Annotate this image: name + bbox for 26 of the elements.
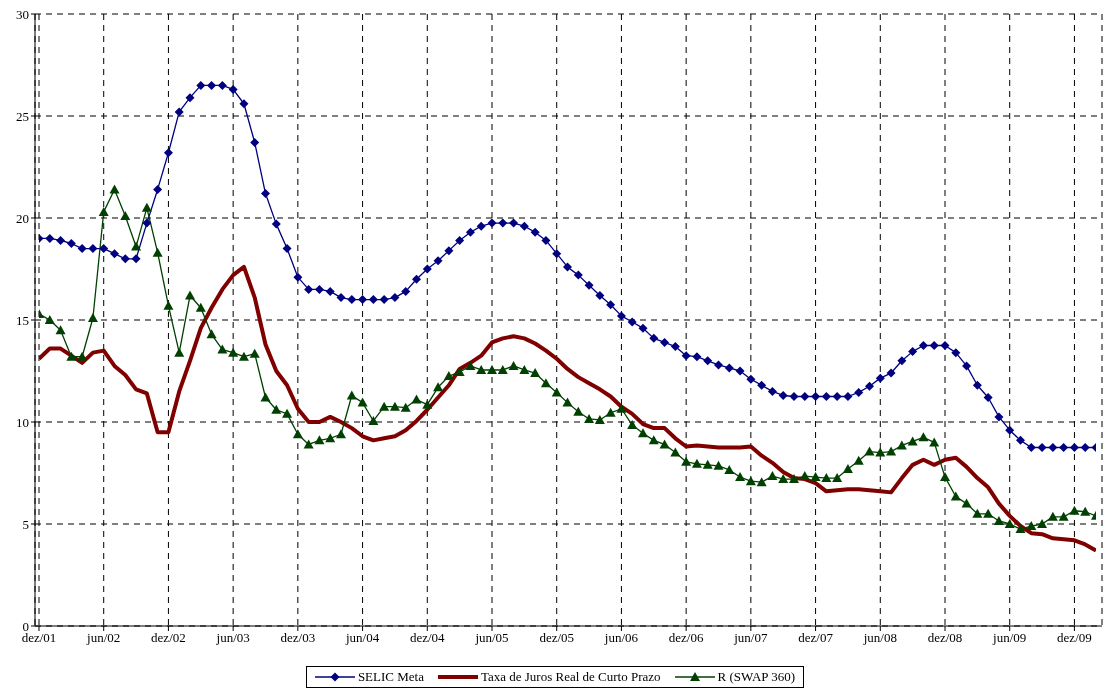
x-tick-label: dez/07 [798, 630, 834, 646]
y-tick-label: 20 [16, 210, 29, 226]
x-tick-label: jun/07 [733, 630, 768, 646]
line-series [39, 264, 1096, 553]
x-tick-label: jun/06 [603, 630, 639, 646]
legend-label: SELIC Meta [357, 669, 424, 685]
x-tick-label: jun/08 [862, 630, 897, 646]
x-tick-label: jun/04 [344, 630, 380, 646]
x-tick-label: jun/05 [474, 630, 509, 646]
y-tick-label: 5 [22, 516, 29, 532]
x-tick-label: dez/06 [668, 630, 704, 646]
legend-label: R (SWAP 360) [717, 669, 796, 685]
x-tick-label: dez/02 [151, 630, 186, 646]
y-tick-label: 15 [16, 312, 29, 328]
x-tick-label: jun/03 [215, 630, 250, 646]
x-tick-label: dez/08 [927, 630, 963, 646]
x-tick-label: jun/09 [992, 630, 1027, 646]
x-tick-label: dez/05 [539, 630, 575, 646]
x-tick-label: jun/02 [86, 630, 121, 646]
x-tick-label: dez/09 [1057, 630, 1092, 646]
legend-label: Taxa de Juros Real de Curto Prazo [480, 669, 661, 685]
y-tick-label: 30 [16, 6, 29, 22]
x-tick-label: dez/03 [280, 630, 316, 646]
x-tick-label: dez/04 [409, 630, 446, 646]
y-tick-label: 25 [16, 108, 29, 124]
y-tick-label: 10 [16, 414, 29, 430]
